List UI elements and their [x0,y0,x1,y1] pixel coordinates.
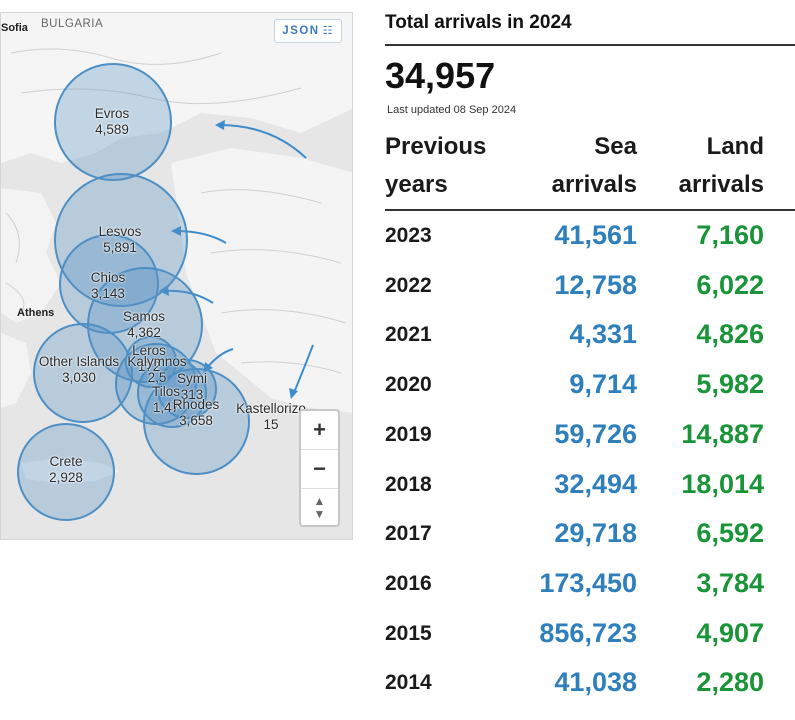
land-arrivals-cell: 4,907 [696,617,764,648]
sea-arrivals-cell: 856,723 [539,617,637,648]
table-row: 2017 29,718 6,592 [385,512,795,562]
bubble-other-islands[interactable] [33,323,133,423]
year-cell: 2020 [385,373,432,397]
table-row: 2023 41,561 7,160 [385,214,795,264]
year-cell: 2022 [385,273,432,297]
divider [385,44,795,46]
label-bulgaria: BULGARIA [41,18,104,30]
bubble-label-symi: Symi 313 [177,371,207,402]
table-row: 2020 9,714 5,982 [385,363,795,413]
sea-arrivals-cell: 59,726 [554,418,637,449]
bubble-label-other-islands: Other Islands 3,030 [38,354,120,385]
bubble-label-leros: Leros 172 [132,343,166,374]
reset-view-button[interactable]: ▲ ▼ [301,489,338,527]
land-arrivals-cell: 5,982 [696,369,764,400]
header-sea-arrivals: Sea arrivals [551,133,637,198]
land-arrivals-cell: 3,784 [696,567,764,598]
year-cell: 2021 [385,323,432,347]
table-row: 2018 32,494 18,014 [385,463,795,513]
sea-arrivals-cell: 12,758 [554,269,637,300]
land-arrivals-cell: 18,014 [681,468,764,499]
table-row: 2022 12,758 6,022 [385,264,795,314]
table-row: 2021 4,331 4,826 [385,313,795,363]
land-arrivals-cell: 14,887 [681,418,764,449]
zoom-out-button[interactable]: − [301,450,338,489]
table-row: 2019 59,726 14,887 [385,413,795,463]
sea-arrivals-cell: 41,038 [554,667,637,698]
sea-arrivals-cell: 32,494 [554,468,637,499]
land-arrivals-cell: 6,592 [696,518,764,549]
table-row: 2014 41,038 2,280 [385,661,795,711]
last-updated: Last updated 08 Sep 2024 [387,104,517,116]
table-row: 2016 173,450 3,784 [385,562,795,612]
label-athens: Athens [17,307,55,319]
sea-arrivals-cell: 29,718 [554,518,637,549]
year-cell: 2019 [385,422,432,446]
header-divider [385,209,795,211]
table-row: 2015 856,723 4,907 [385,612,795,662]
bubble-label-chios: Chios 3,143 [90,270,126,301]
zoom-control: + − ▲ ▼ [299,409,340,527]
bubble-crete[interactable] [17,423,115,521]
sea-arrivals-cell: 9,714 [569,369,637,400]
land-arrivals-cell: 7,160 [696,220,764,250]
year-cell: 2015 [385,621,432,645]
json-export-button[interactable]: JSON ☷ [274,19,342,43]
total-value: 34,957 [385,55,496,96]
zoom-in-button[interactable]: + [301,411,338,450]
bubble-label-samos: Samos 4,362 [122,309,166,340]
year-cell: 2018 [385,472,432,496]
bubble-label-kastellorizo: Kastellorizo 15 [236,401,306,432]
header-land-arrivals: Land arrivals [678,133,764,198]
bubble-label-kos: Tilos 1,47 [151,384,181,415]
feed-icon: ☷ [322,25,334,37]
json-button-label: JSON [282,25,320,37]
sea-arrivals-cell: 4,331 [569,319,637,350]
bubble-label-lesvos: Lesvos 5,891 [98,224,142,255]
bubble-label-evros: Evros 4,589 [94,106,130,137]
year-cell: 2017 [385,522,432,546]
bubble-label-kalymnos: Kalymnos 2,5 [127,354,187,385]
label-sofia: Sofia [1,22,28,34]
bubble-label-rhodes: Rhodes 3,658 [172,397,220,428]
bubble-rhodes[interactable] [143,368,250,475]
total-title: Total arrivals in 2024 [385,12,572,33]
land-arrivals-cell: 4,826 [696,319,764,350]
sea-arrivals-cell: 173,450 [539,567,637,598]
year-cell: 2023 [385,224,432,247]
reset-view-icon: ▲ ▼ [313,494,326,521]
land-arrivals-cell: 6,022 [696,269,764,300]
bubble-label-crete: Crete 2,928 [49,454,83,485]
bubble-evros[interactable] [54,63,172,181]
arrivals-map[interactable]: Sofia BULGARIA Athens Evros 4,589 Lesvos 5… [0,12,353,540]
year-cell: 2016 [385,571,432,595]
land-arrivals-cell: 2,280 [696,667,764,698]
header-previous-years: Previous years [385,133,487,198]
sea-arrivals-cell: 41,561 [554,220,637,250]
year-cell: 2014 [385,671,432,695]
